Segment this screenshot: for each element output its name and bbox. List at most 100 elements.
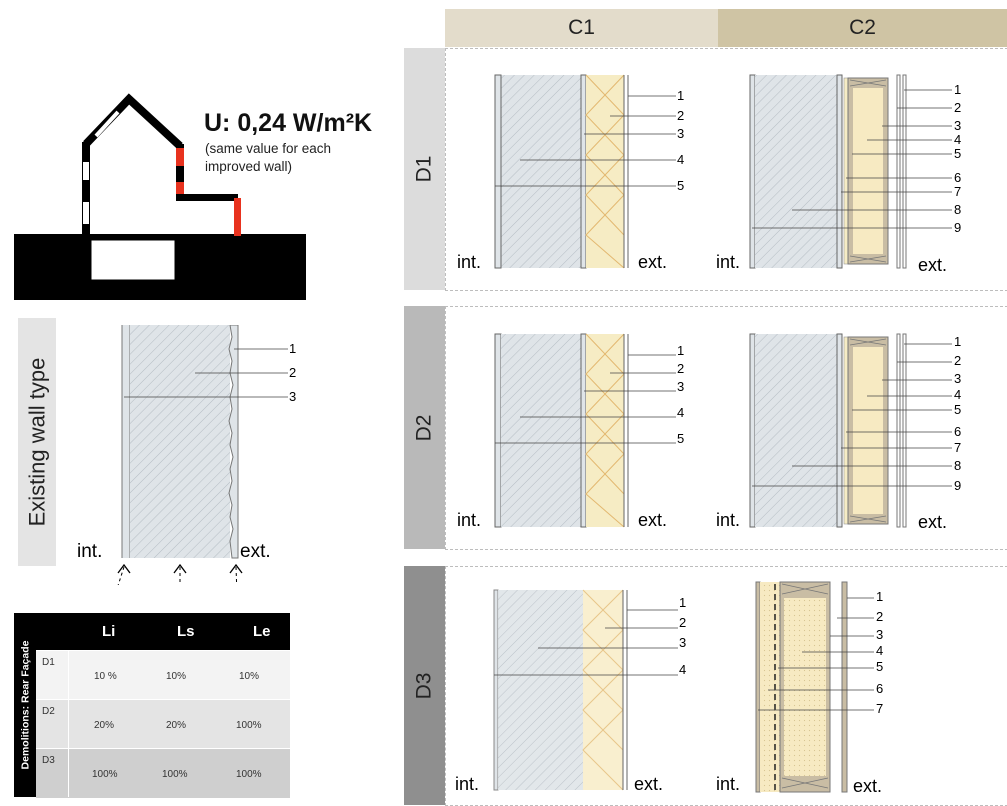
cell-d1-ls: 10%	[166, 671, 187, 682]
u-value-note-line-2: improved wall)	[205, 159, 293, 174]
c2-d1-callout-9: 9	[954, 220, 961, 235]
c1-d1-int: int.	[457, 252, 481, 272]
row-label-d3: D3	[42, 755, 55, 766]
c1-d3-callout-1: 1	[679, 595, 686, 610]
c2-d1-callout-6: 6	[954, 170, 961, 185]
wall-section-d1-c1: 1 2 3 4 5 int. ext.	[457, 74, 684, 272]
wall-section-d2-c1: 1 2 3 4 5 int. ext.	[457, 333, 684, 530]
c1-d1-callout-2: 2	[677, 108, 684, 123]
c2-d2-callout-2: 2	[954, 353, 961, 368]
header-ls: Ls	[177, 623, 195, 640]
row-tab-d1: D1	[404, 48, 445, 290]
header-le: Le	[253, 623, 271, 640]
c2-d1-callout-3: 3	[954, 118, 961, 133]
wall-section-d3-c1: 1 2 3 4 int. ext.	[455, 589, 686, 794]
c2-d2-callout-7: 7	[954, 440, 961, 455]
c1-d3-ext: ext.	[634, 774, 663, 794]
c2-d1-callout-7: 7	[954, 184, 961, 199]
demolitions-title: Demolitions: Rear Façade	[14, 613, 36, 797]
wall-section-d3-c2: 1 2 3 4 5 6 7 int. ext.	[716, 581, 883, 796]
c1-d2-callout-2: 2	[677, 361, 684, 376]
c2-d2-callout-6: 6	[954, 424, 961, 439]
c2-d1-ext: ext.	[918, 255, 947, 275]
c1-d1-callout-3: 3	[677, 126, 684, 141]
cell-d2-li: 20%	[94, 720, 115, 731]
demolitions-header: Li Ls Le	[36, 613, 290, 650]
c2-d2-ext: ext.	[918, 512, 947, 532]
c1-d3-int: int.	[455, 774, 479, 794]
row-tab-d2-label: D2	[412, 414, 436, 441]
c2-d1-int: int.	[716, 252, 740, 272]
row-tab-d2: D2	[404, 306, 445, 549]
c2-d2-callout-9: 9	[954, 478, 961, 493]
existing-wall-label-text: Existing wall type	[24, 357, 49, 527]
c2-d1-callout-2: 2	[954, 100, 961, 115]
c2-d2-callout-3: 3	[954, 371, 961, 386]
demolitions-row-d3: D3 100% 100% 100%	[36, 748, 290, 798]
cell-d1-le: 10%	[239, 671, 260, 682]
c1-d2-callout-3: 3	[677, 379, 684, 394]
c2-d3-ext: ext.	[853, 776, 882, 796]
row-tab-d3: D3	[404, 566, 445, 805]
header-li: Li	[102, 623, 116, 640]
row-label-d2: D2	[42, 706, 55, 717]
u-value-title: U: 0,24 W/m²K	[204, 109, 373, 137]
c2-d3-callout-6: 6	[876, 681, 883, 696]
c1-d1-callout-5: 5	[677, 178, 684, 193]
c2-d3-int: int.	[716, 774, 740, 794]
wall-section-d1-c2: 1 2 3 4 5 6 7 8 9 int. ext.	[716, 74, 961, 275]
c1-d1-ext: ext.	[638, 252, 667, 272]
c2-d1-callout-1: 1	[954, 82, 961, 97]
c2-d3-callout-1: 1	[876, 589, 883, 604]
c1-d3-callout-4: 4	[679, 662, 686, 677]
u-value-note-line-1: (same value for each	[205, 141, 332, 156]
c2-d2-callout-1: 1	[954, 334, 961, 349]
column-header-c1: C1	[445, 9, 718, 47]
c1-d3-callout-3: 3	[679, 635, 686, 650]
c1-d3-callout-2: 2	[679, 615, 686, 630]
c2-d1-callout-4: 4	[954, 132, 961, 147]
house-section-diagram	[14, 93, 306, 300]
row-label-d1: D1	[42, 657, 55, 668]
cell-d2-le: 100%	[236, 720, 262, 731]
demolitions-title-text: Demolitions: Rear Façade	[19, 640, 32, 770]
existing-ext-label: ext.	[240, 541, 271, 562]
existing-int-label: int.	[77, 541, 102, 562]
cell-d3-li: 100%	[92, 769, 118, 780]
c2-d2-callout-5: 5	[954, 402, 961, 417]
row-tab-d3-label: D3	[412, 672, 436, 699]
c1-d1-callout-1: 1	[677, 88, 684, 103]
demolitions-row-d2: D2 20% 20% 100%	[36, 699, 290, 748]
cell-d1-li: 10 %	[94, 671, 117, 682]
existing-wall-label: Existing wall type	[18, 318, 56, 566]
c1-d2-callout-5: 5	[677, 431, 684, 446]
row-tab-d1-label: D1	[412, 155, 436, 183]
c2-d2-callout-4: 4	[954, 387, 961, 402]
c2-d3-callout-4: 4	[876, 643, 883, 658]
existing-callout-1: 1	[289, 341, 296, 356]
cell-d3-ls: 100%	[162, 769, 188, 780]
c2-d2-callout-8: 8	[954, 458, 961, 473]
c1-d2-callout-4: 4	[677, 405, 684, 420]
c1-d2-ext: ext.	[638, 510, 667, 530]
c2-d1-callout-5: 5	[954, 146, 961, 161]
cell-d3-le: 100%	[236, 769, 262, 780]
c1-d2-callout-1: 1	[677, 343, 684, 358]
c2-d3-callout-2: 2	[876, 609, 883, 624]
c2-d1-callout-8: 8	[954, 202, 961, 217]
demolitions-table: Demolitions: Rear Façade Li Ls Le D1 10 …	[14, 613, 290, 798]
column-header-c2: C2	[718, 9, 1007, 47]
cell-d2-ls: 20%	[166, 720, 187, 731]
demolitions-row-d1: D1 10 % 10% 10%	[36, 650, 290, 699]
c2-d3-callout-7: 7	[876, 701, 883, 716]
existing-callout-3: 3	[289, 389, 296, 404]
wall-section-d2-c2: 1 2 3 4 5 6 7 8 9 int. ext.	[716, 333, 961, 532]
c2-d3-callout-5: 5	[876, 659, 883, 674]
existing-wall-section: 1 2 3 int. ext.	[77, 325, 296, 585]
u-value-note: (same value for each improved wall)	[205, 140, 331, 176]
c2-d3-callout-3: 3	[876, 627, 883, 642]
c2-d2-int: int.	[716, 510, 740, 530]
c1-d2-int: int.	[457, 510, 481, 530]
existing-callout-2: 2	[289, 365, 296, 380]
c1-d1-callout-4: 4	[677, 152, 684, 167]
